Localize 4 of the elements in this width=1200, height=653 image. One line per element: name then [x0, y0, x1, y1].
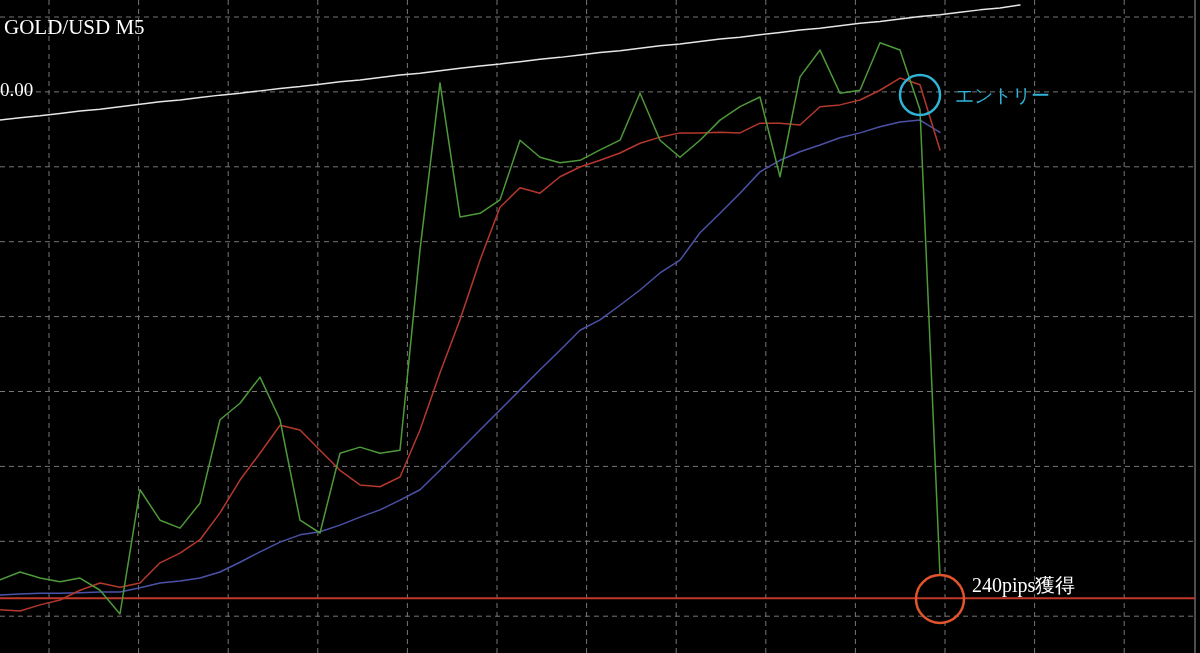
annotation: 240pips獲得 — [972, 574, 1076, 597]
text: GOLD/USD M5 — [4, 15, 145, 39]
annotation: エントリー — [955, 85, 1050, 106]
annotation: 0.00 — [0, 79, 34, 100]
